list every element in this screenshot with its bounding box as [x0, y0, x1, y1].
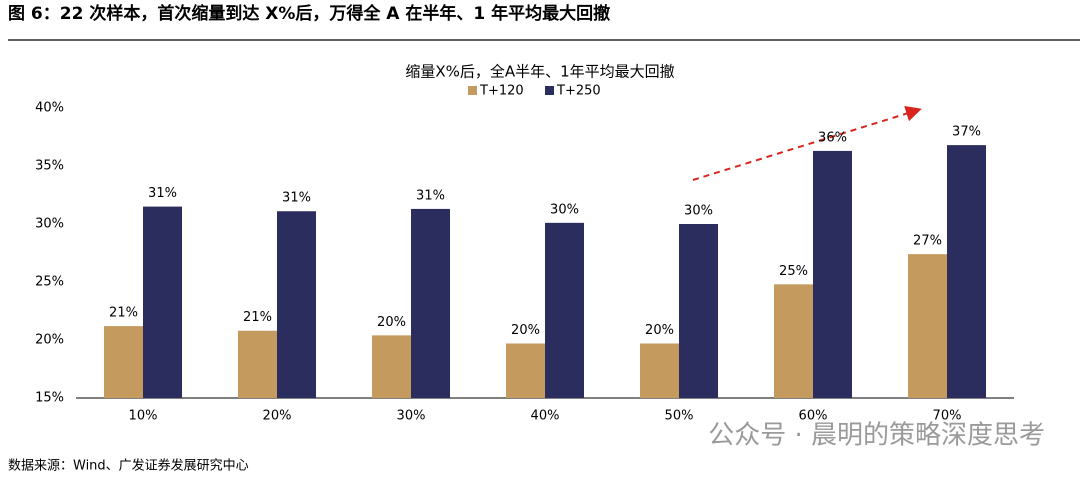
- y-tick-label: 35%: [35, 159, 64, 174]
- x-tick-label: 60%: [799, 409, 828, 424]
- trend-arrow: [692, 105, 922, 181]
- bar: [104, 326, 143, 398]
- value-label: 21%: [109, 306, 138, 321]
- value-label: 37%: [952, 125, 981, 140]
- bar: [908, 254, 947, 398]
- value-label: 21%: [243, 310, 272, 325]
- bar: [545, 222, 584, 398]
- bar: [679, 224, 718, 398]
- bar: [411, 208, 450, 398]
- bar: [372, 335, 411, 398]
- legend-swatch: [545, 86, 554, 95]
- x-tick-label: 50%: [665, 409, 694, 424]
- chart-title: 缩量X%后，全A半年、1年平均最大回撤: [405, 63, 674, 81]
- bar: [143, 206, 182, 398]
- watermark: 公众号 · 晨明的策略深度思考: [708, 421, 1045, 451]
- y-tick-label: 25%: [35, 275, 64, 290]
- value-label: 20%: [511, 323, 540, 338]
- bar: [813, 150, 852, 398]
- y-tick-label: 40%: [35, 101, 64, 116]
- bar: [277, 211, 316, 398]
- bar: [506, 343, 545, 398]
- bar: [774, 284, 813, 398]
- value-label: 20%: [377, 315, 406, 330]
- value-label: 25%: [779, 264, 808, 279]
- legend-label: T+120: [479, 84, 524, 99]
- x-tick-label: 40%: [531, 409, 560, 424]
- y-tick-label: 30%: [35, 217, 64, 232]
- x-tick-label: 20%: [263, 409, 292, 424]
- bar: [640, 343, 679, 398]
- y-tick-label: 15%: [35, 391, 64, 406]
- legend-swatch: [468, 86, 477, 95]
- value-label: 27%: [913, 234, 942, 249]
- legend-label: T+250: [556, 84, 601, 99]
- value-label: 31%: [148, 186, 177, 201]
- value-label: 31%: [282, 191, 311, 206]
- y-tick-label: 20%: [35, 333, 64, 348]
- x-tick-label: 10%: [129, 409, 158, 424]
- value-label: 20%: [645, 323, 674, 338]
- value-label: 30%: [684, 204, 713, 219]
- x-tick-label: 30%: [397, 409, 426, 424]
- source-note: 数据来源：Wind、广发证券发展研究中心: [8, 458, 249, 474]
- bar: [238, 330, 277, 398]
- value-label: 31%: [416, 188, 445, 203]
- x-tick-label: 70%: [933, 409, 962, 424]
- value-label: 30%: [550, 202, 579, 217]
- figure-caption: 图 6：22 次样本，首次缩量到达 X%后，万得全 A 在半年、1 年平均最大回…: [8, 3, 610, 24]
- bar: [947, 145, 986, 398]
- value-label: 36%: [818, 130, 847, 145]
